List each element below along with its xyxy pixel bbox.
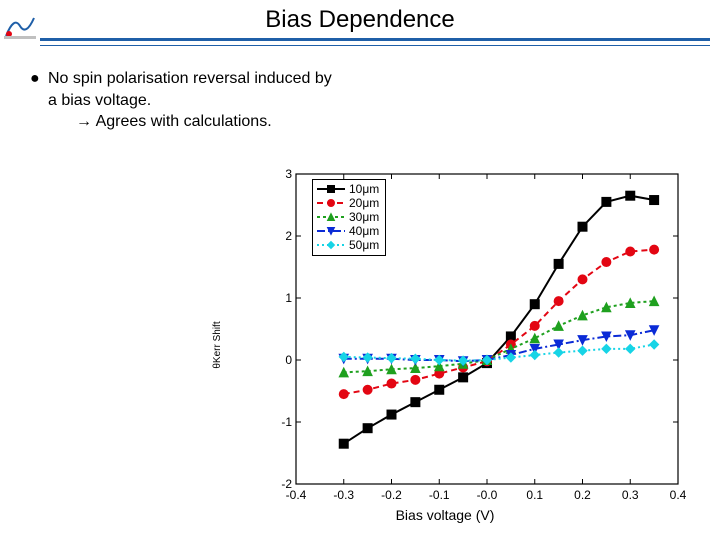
bullet-dot: ● <box>30 68 48 133</box>
legend-label: 30μm <box>349 210 379 224</box>
legend-label: 10μm <box>349 182 379 196</box>
legend-label: 40μm <box>349 224 379 238</box>
bullet-line: a bias voltage. <box>48 92 151 109</box>
y-axis-label: θKerr Shift <box>212 321 223 368</box>
legend-swatch <box>317 225 345 237</box>
y-tick-label: -2 <box>272 477 292 491</box>
legend-label: 50μm <box>349 238 379 252</box>
x-tick-label: -0.1 <box>429 488 450 502</box>
bullet-text: No spin polarisation reversal induced by… <box>48 68 332 133</box>
bias-chart: Bias voltage (V) θKerr Shift 10μm20μm30μ… <box>200 165 690 525</box>
legend-swatch <box>317 239 345 251</box>
x-tick-label: 0.2 <box>574 488 591 502</box>
slide-title: Bias Dependence <box>0 6 720 34</box>
chart-canvas <box>200 165 690 525</box>
legend-item: 10μm <box>317 182 379 196</box>
legend-item: 20μm <box>317 196 379 210</box>
legend-swatch <box>317 197 345 209</box>
bullet-line: No spin polarisation reversal induced by <box>48 70 332 87</box>
legend-item: 40μm <box>317 224 379 238</box>
x-tick-label: -0.0 <box>477 488 498 502</box>
x-tick-label: -0.2 <box>381 488 402 502</box>
x-tick-label: 0.3 <box>622 488 639 502</box>
legend-item: 30μm <box>317 210 379 224</box>
x-tick-label: 0.1 <box>526 488 543 502</box>
y-tick-label: 0 <box>272 353 292 367</box>
bullet-block: ● No spin polarisation reversal induced … <box>30 68 680 133</box>
legend-label: 20μm <box>349 196 379 210</box>
y-tick-label: -1 <box>272 415 292 429</box>
x-tick-label: 0.4 <box>670 488 687 502</box>
legend-item: 50μm <box>317 238 379 252</box>
y-tick-label: 3 <box>272 167 292 181</box>
y-tick-label: 2 <box>272 229 292 243</box>
y-tick-label: 1 <box>272 291 292 305</box>
bullet-sub: → Agrees with calculations. <box>76 111 332 133</box>
chart-legend: 10μm20μm30μm40μm50μm <box>312 179 386 256</box>
legend-swatch <box>317 211 345 223</box>
x-axis-label: Bias voltage (V) <box>200 507 690 523</box>
title-underline <box>40 38 710 46</box>
legend-swatch <box>317 183 345 195</box>
logo-icon <box>4 12 36 40</box>
slide-title-bar: Bias Dependence <box>0 0 720 34</box>
x-tick-label: -0.3 <box>333 488 354 502</box>
